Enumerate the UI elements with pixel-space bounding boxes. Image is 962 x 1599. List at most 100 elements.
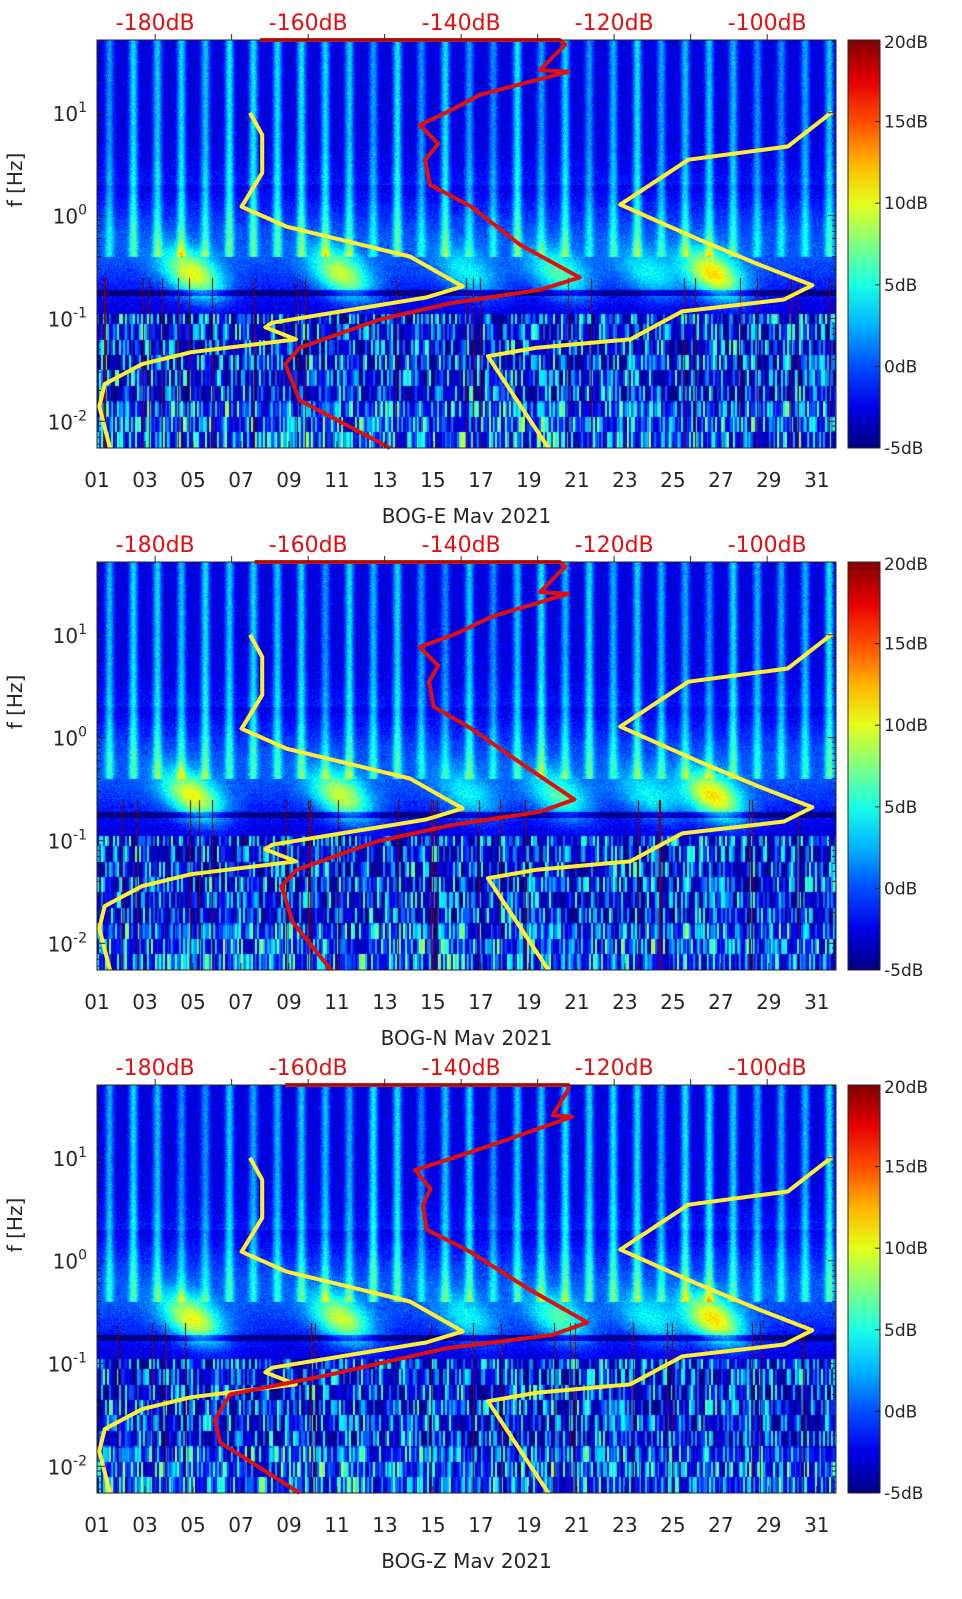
noise-model-curve — [485, 110, 834, 450]
x-tick-label: 07 — [228, 468, 253, 492]
colorbar-tick-label: 15dB — [884, 635, 928, 655]
median-noise-curve — [259, 38, 582, 450]
x-tick-label: 03 — [132, 468, 157, 492]
y-axis-label: f [Hz] — [3, 675, 27, 730]
top-axis-db-label: -160dB — [269, 533, 348, 558]
colorbar-tick-label: 0dB — [884, 357, 917, 377]
median-noise-curve — [212, 1083, 590, 1495]
x-tick-label: 09 — [276, 1513, 301, 1537]
colorbar-tick-label: 0dB — [884, 1402, 917, 1422]
top-axis-db-label: -100dB — [728, 1056, 807, 1081]
y-tick-label: 101 — [53, 1145, 87, 1171]
top-axis-db-label: -180dB — [116, 11, 195, 36]
y-tick-base: 10 — [53, 1250, 78, 1274]
x-tick-label: 03 — [132, 1513, 157, 1537]
x-tick-label: 09 — [276, 990, 301, 1014]
y-tick-label: 10-2 — [48, 408, 87, 434]
colorbar-tick-label: 10dB — [884, 194, 928, 214]
colorbar-tick-label: 5dB — [884, 1321, 917, 1341]
x-tick-label: 09 — [276, 468, 301, 492]
x-axis-label: BOG-E May 2021 — [382, 504, 551, 523]
y-tick-label: 100 — [53, 1248, 87, 1274]
y-tick-label: 101 — [53, 100, 87, 126]
y-tick-exponent: -1 — [73, 827, 87, 843]
y-tick-exponent: 0 — [78, 203, 87, 219]
x-tick-label: 05 — [180, 990, 205, 1014]
x-tick-label: 19 — [516, 468, 541, 492]
y-tick-base: 10 — [53, 1147, 78, 1171]
x-tick-label: 21 — [564, 990, 589, 1014]
spectrogram-panel-n: 01 03 05 07 09 11 13 15 17 19 21 23 25 27 29 31 BOG-N Ma… — [0, 522, 962, 1045]
colorbar-tick-label: 15dB — [884, 1158, 928, 1178]
x-tick-label: 31 — [804, 468, 829, 492]
x-tick-label: 29 — [756, 468, 781, 492]
noise-model-curve — [485, 632, 834, 972]
y-tick-exponent: -2 — [73, 930, 87, 946]
x-tick-label: 25 — [660, 990, 685, 1014]
y-tick-exponent: 0 — [78, 725, 87, 741]
colorbar-tick-label: 5dB — [884, 798, 917, 818]
y-tick-exponent: -1 — [73, 305, 87, 321]
x-tick-label: 25 — [660, 468, 685, 492]
colorbar-tick-label: 20dB — [884, 1078, 928, 1098]
y-axis-label: f [Hz] — [3, 1198, 27, 1253]
x-tick-label: 07 — [228, 990, 253, 1014]
y-tick-base: 10 — [53, 727, 78, 751]
x-tick-label: 15 — [420, 990, 445, 1014]
spectrogram-panel-e: 01 03 05 07 09 11 13 15 17 19 21 23 25 27 29 31 BOG-E Ma… — [0, 0, 962, 523]
top-axis-db-label: -140dB — [422, 11, 501, 36]
y-tick-label: 100 — [53, 203, 87, 229]
x-tick-label: 23 — [612, 990, 637, 1014]
y-tick-label: 10-2 — [48, 1453, 87, 1479]
y-tick-label: 10-1 — [48, 1350, 87, 1376]
x-tick-label: 27 — [708, 468, 733, 492]
top-axis-db-label: -160dB — [269, 1056, 348, 1081]
top-axis-db-label: -120dB — [575, 11, 654, 36]
top-axis-db-label: -140dB — [422, 533, 501, 558]
y-tick-label: 10-1 — [48, 827, 87, 853]
y-tick-label: 100 — [53, 725, 87, 751]
y-tick-base: 10 — [53, 102, 78, 126]
top-axis-db-label: -180dB — [116, 533, 195, 558]
y-tick-exponent: -1 — [73, 1350, 87, 1366]
x-tick-label: 17 — [468, 1513, 493, 1537]
y-tick-base: 10 — [48, 829, 73, 853]
top-axis-db-label: -160dB — [269, 11, 348, 36]
noise-model-curve — [97, 1156, 465, 1494]
x-tick-label: 23 — [612, 468, 637, 492]
y-tick-base: 10 — [48, 1455, 73, 1479]
x-tick-label: 31 — [804, 1513, 829, 1537]
x-tick-label: 19 — [516, 990, 541, 1014]
y-tick-exponent: -2 — [73, 1453, 87, 1469]
x-tick-label: 17 — [468, 468, 493, 492]
noise-model-curve — [485, 1155, 834, 1495]
top-axis-db-label: -140dB — [422, 1056, 501, 1081]
x-tick-label: 29 — [756, 1513, 781, 1537]
y-tick-base: 10 — [48, 932, 73, 956]
noise-model-curve — [97, 111, 465, 449]
y-tick-base: 10 — [48, 307, 73, 331]
y-tick-label: 10-1 — [48, 305, 87, 331]
x-tick-label: 29 — [756, 990, 781, 1014]
x-tick-label: 05 — [180, 468, 205, 492]
colorbar-tick-label: -5dB — [884, 961, 923, 981]
x-tick-label: 27 — [708, 1513, 733, 1537]
x-tick-label: 13 — [372, 1513, 397, 1537]
colorbar — [847, 1084, 881, 1494]
x-tick-label: 01 — [84, 990, 109, 1014]
x-tick-label: 21 — [564, 1513, 589, 1537]
y-tick-exponent: 0 — [78, 1248, 87, 1264]
spectrogram-panel-z: 01 03 05 07 09 11 13 15 17 19 21 23 25 27 29 31 BOG-Z Ma… — [0, 1045, 962, 1568]
colorbar-tick-label: 5dB — [884, 276, 917, 296]
y-tick-base: 10 — [53, 205, 78, 229]
x-tick-label: 23 — [612, 1513, 637, 1537]
x-tick-label: 21 — [564, 468, 589, 492]
colorbar-tick-label: 20dB — [884, 33, 928, 53]
colorbar-tick-label: 0dB — [884, 879, 917, 899]
noise-model-curve — [97, 633, 465, 971]
top-axis-db-label: -100dB — [728, 11, 807, 36]
x-tick-label: 13 — [372, 990, 397, 1014]
plot-frame — [96, 561, 837, 971]
